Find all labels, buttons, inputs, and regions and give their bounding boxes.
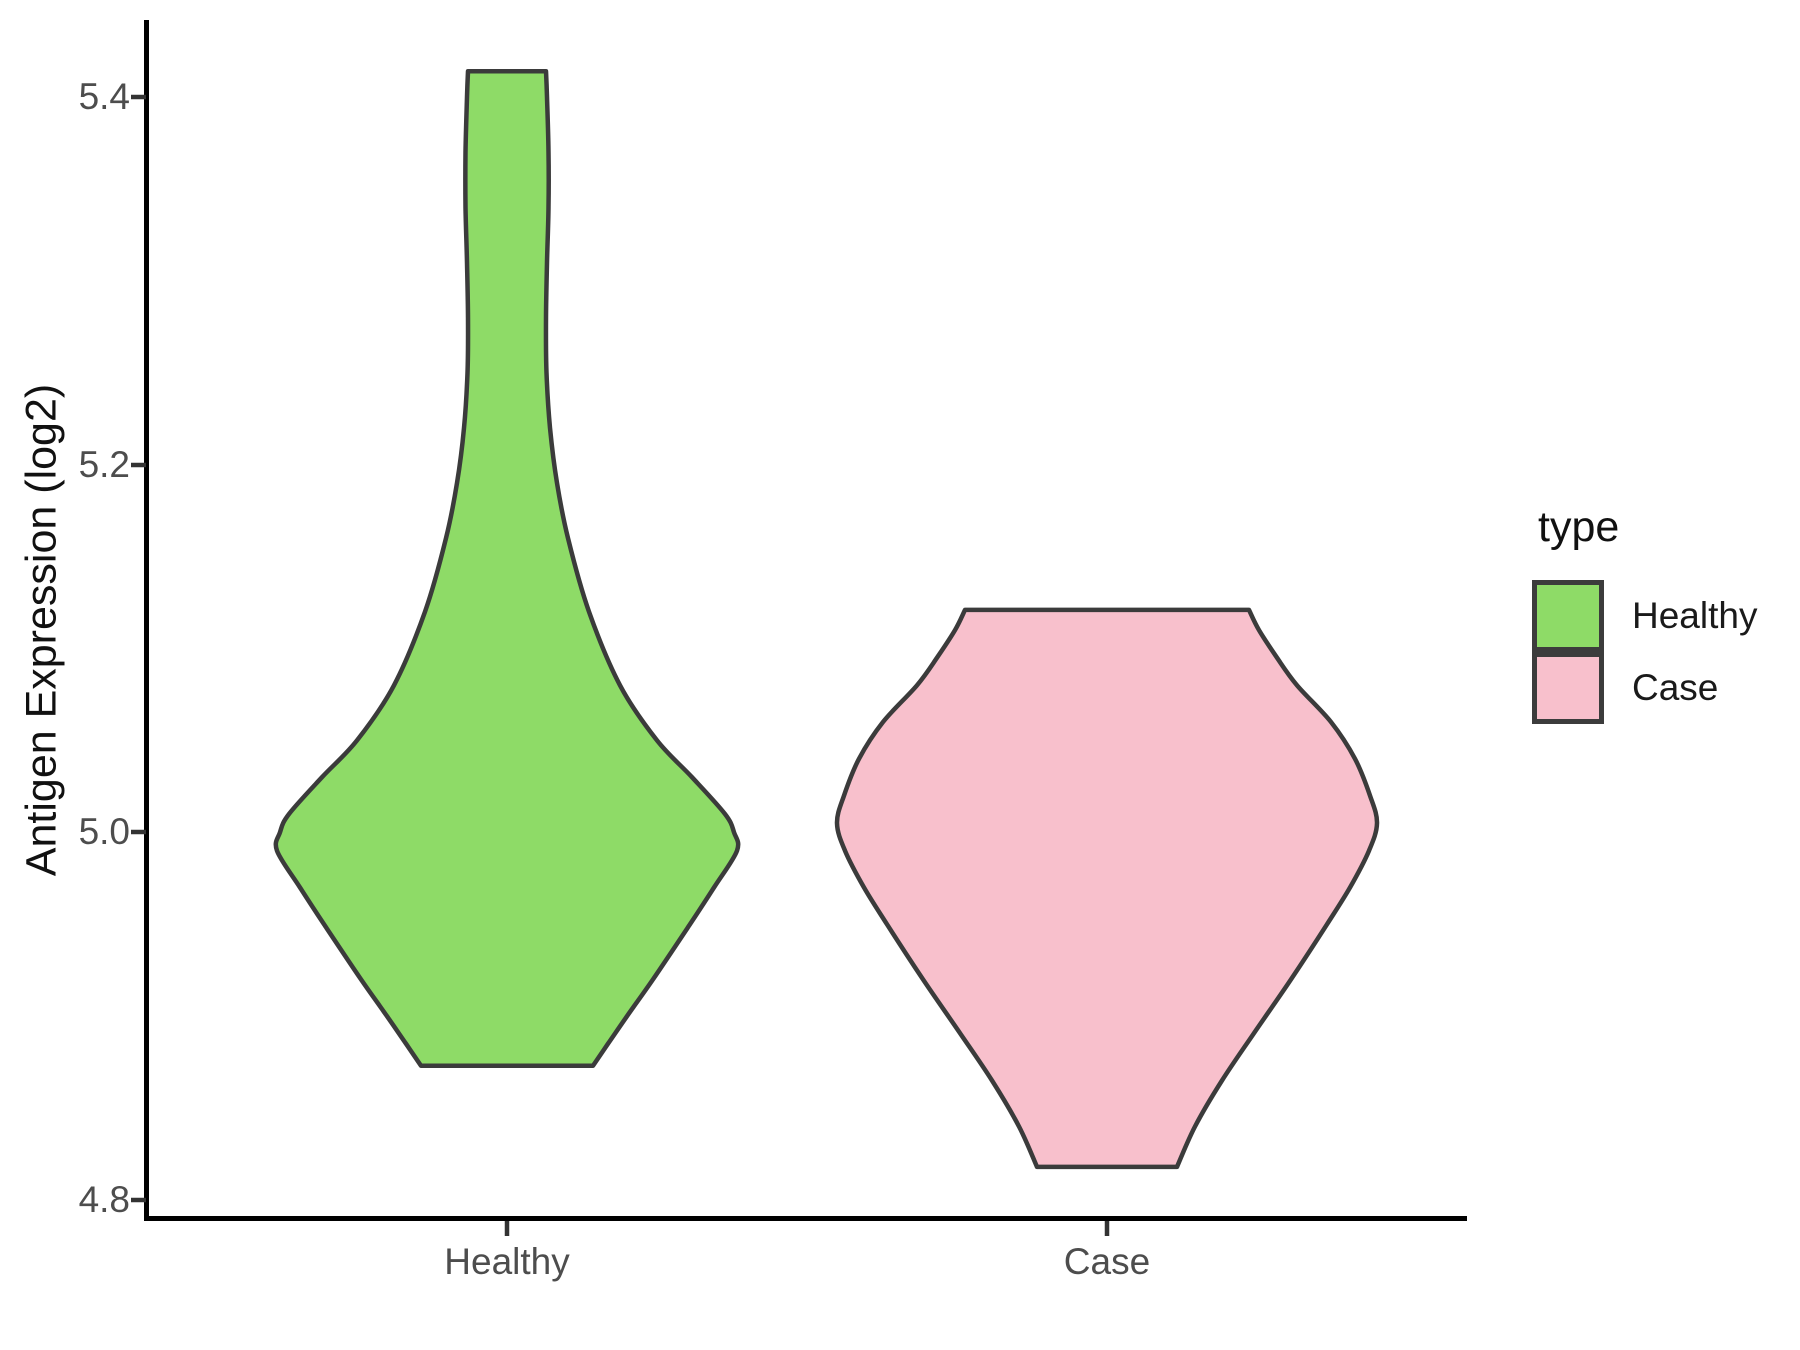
y-tick-label-5-2: 5.2 [78,444,130,485]
legend-entry-healthy: Healthy [1532,580,1757,652]
y-axis-title: Antigen Expression (log2) [17,383,66,877]
violin-healthy [273,69,741,1069]
x-tick-label-case: Case [1063,1241,1151,1282]
violin-case [834,607,1380,1170]
legend-entry-case: Case [1532,652,1757,724]
y-tick-label-4-8: 4.8 [78,1179,130,1220]
legend-label-case: Case [1632,667,1719,708]
legend-title: type [1538,503,1620,551]
legend: type Healthy Case [1532,502,1757,724]
y-tick-label-5-0: 5.0 [78,811,130,852]
legend-swatch-case [1532,652,1604,724]
y-tick-label-5-4: 5.4 [78,76,130,117]
legend-label-healthy: Healthy [1632,595,1758,636]
x-tick-label-healthy: Healthy [444,1241,570,1282]
legend-swatch-healthy [1532,580,1604,652]
